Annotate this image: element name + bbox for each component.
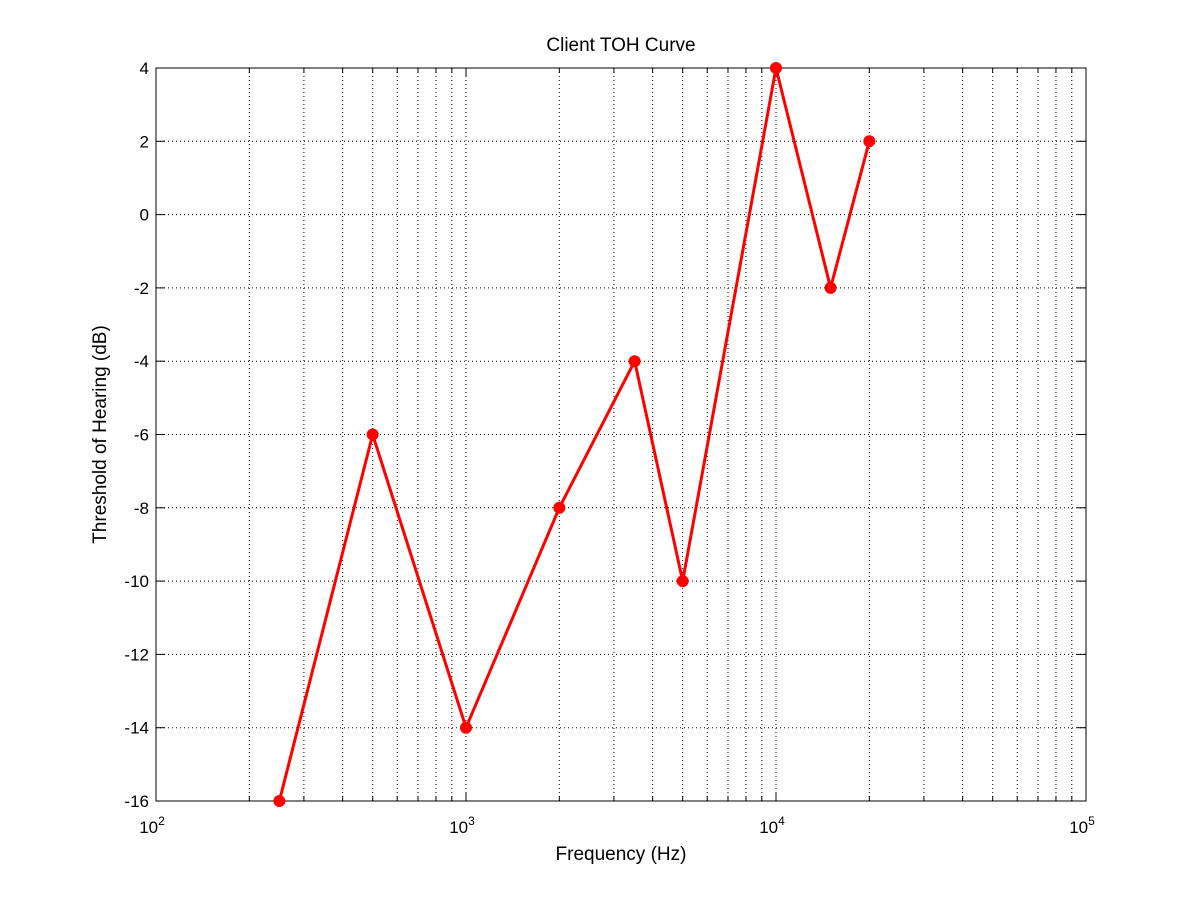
x-tick-label: 102 — [139, 814, 165, 837]
y-tick-label: -12 — [124, 645, 149, 664]
data-point — [273, 795, 286, 807]
axes-box — [155, 67, 1087, 802]
data-point — [460, 721, 472, 734]
x-tick-labels: 102 103 104 105 — [139, 814, 1095, 837]
data-point — [863, 135, 876, 148]
y-tick-label: -16 — [124, 792, 149, 811]
y-tick-label: -2 — [134, 279, 149, 298]
y-axis-label: Threshold of Hearing (dB) — [90, 325, 111, 544]
data-point — [366, 428, 379, 441]
y-tick-label: 0 — [140, 206, 149, 225]
x-axis-label: Frequency (Hz) — [556, 844, 687, 865]
y-tick-label: -14 — [124, 719, 149, 738]
x-tick-label: 104 — [759, 814, 785, 837]
y-tick-label: -4 — [134, 352, 149, 371]
chart-title: Client TOH Curve — [546, 35, 695, 56]
data-point — [553, 501, 566, 514]
data-point — [628, 355, 641, 368]
y-tick-label: 4 — [140, 59, 149, 78]
grid — [156, 68, 1086, 801]
data-point — [824, 281, 837, 294]
x-tick-label: 105 — [1069, 814, 1095, 837]
series — [273, 62, 876, 807]
y-tick-label: -6 — [134, 426, 149, 445]
y-tick-labels: 4 2 0 -2 -4 -6 -8 -10 -12 -14 -16 — [124, 59, 149, 811]
data-point — [676, 575, 689, 588]
data-point — [770, 62, 782, 74]
x-tick-label: 103 — [449, 814, 475, 837]
y-tick-label: -8 — [134, 499, 149, 518]
y-tick-label: 2 — [140, 132, 149, 151]
y-tick-label: -10 — [124, 572, 149, 591]
